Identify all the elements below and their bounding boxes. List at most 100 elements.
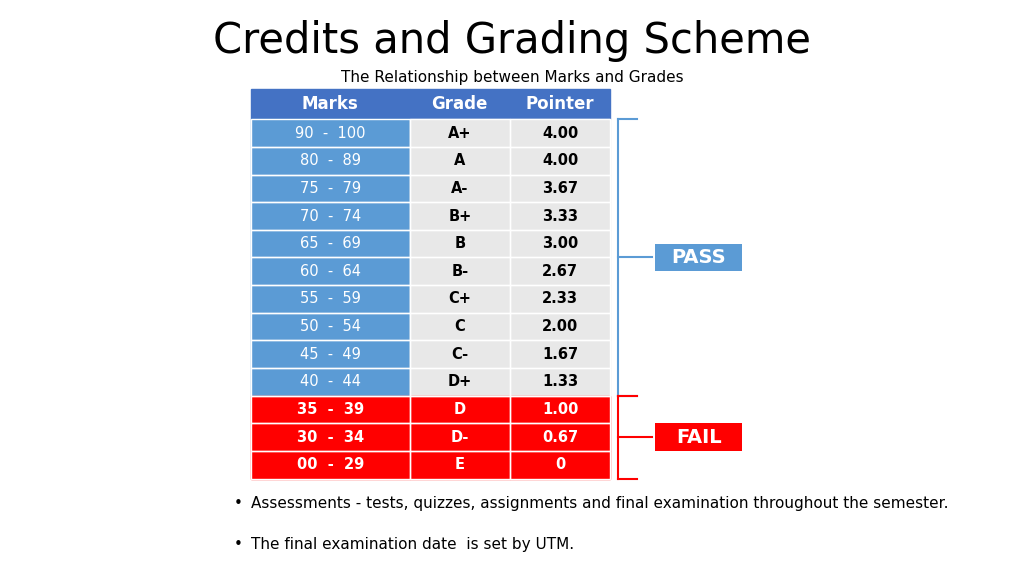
Bar	[251, 230, 410, 257]
Bar	[410, 175, 510, 202]
Bar	[410, 202, 510, 230]
Bar	[410, 313, 510, 340]
Text: PASS: PASS	[672, 248, 726, 267]
Text: 4.00: 4.00	[542, 153, 579, 168]
Bar	[510, 175, 610, 202]
Bar	[510, 451, 610, 479]
Bar	[510, 202, 610, 230]
Bar	[410, 119, 510, 147]
Bar	[410, 396, 510, 423]
Text: 55  -  59: 55 - 59	[300, 291, 360, 306]
Text: •: •	[233, 537, 243, 552]
Bar	[251, 147, 410, 175]
Text: 1.67: 1.67	[542, 347, 579, 362]
Bar	[251, 451, 410, 479]
Text: 00  -  29: 00 - 29	[297, 457, 364, 472]
Text: C-: C-	[452, 347, 468, 362]
Bar	[410, 89, 510, 119]
Text: 1.00: 1.00	[542, 402, 579, 417]
Text: 2.67: 2.67	[542, 264, 579, 279]
Bar	[251, 396, 410, 423]
Text: Credits and Grading Scheme: Credits and Grading Scheme	[213, 20, 811, 62]
Bar	[510, 147, 610, 175]
Text: 60  -  64: 60 - 64	[300, 264, 360, 279]
Text: C+: C+	[449, 291, 471, 306]
Text: 3.00: 3.00	[542, 236, 579, 251]
Text: B: B	[455, 236, 465, 251]
Bar	[510, 230, 610, 257]
Bar	[251, 257, 410, 285]
Bar	[410, 230, 510, 257]
Bar	[251, 285, 410, 313]
Bar	[251, 257, 410, 285]
Bar	[410, 202, 510, 230]
Text: •: •	[233, 496, 243, 511]
Text: 40  -  44: 40 - 44	[300, 374, 360, 389]
Text: D: D	[454, 402, 466, 417]
Bar	[251, 451, 410, 479]
Bar	[410, 423, 510, 451]
Bar	[410, 313, 510, 340]
Text: 3.67: 3.67	[542, 181, 579, 196]
Bar	[410, 340, 510, 368]
Bar	[410, 230, 510, 257]
Bar	[251, 119, 410, 147]
Text: B-: B-	[452, 264, 468, 279]
Bar	[510, 396, 610, 423]
Text: Pointer: Pointer	[525, 95, 595, 113]
Bar	[510, 313, 610, 340]
Bar	[251, 175, 410, 202]
Bar	[251, 423, 410, 451]
Bar	[510, 396, 610, 423]
Bar	[510, 257, 610, 285]
Text: A+: A+	[449, 126, 471, 141]
Text: 0.67: 0.67	[542, 430, 579, 445]
Bar	[251, 89, 410, 119]
Text: 3.33: 3.33	[542, 209, 579, 223]
Bar	[251, 368, 410, 396]
Text: 45  -  49: 45 - 49	[300, 347, 360, 362]
Bar	[251, 313, 410, 340]
Bar	[510, 368, 610, 396]
Text: D-: D-	[451, 430, 469, 445]
Bar	[510, 313, 610, 340]
FancyBboxPatch shape	[655, 244, 742, 271]
Text: 30  -  34: 30 - 34	[297, 430, 364, 445]
Bar	[410, 147, 510, 175]
Bar	[510, 285, 610, 313]
Bar	[510, 423, 610, 451]
Text: 80  -  89: 80 - 89	[300, 153, 360, 168]
Bar	[410, 175, 510, 202]
Text: 75  -  79: 75 - 79	[300, 181, 360, 196]
Text: FAIL: FAIL	[676, 428, 722, 446]
Text: 90  -  100: 90 - 100	[295, 126, 366, 141]
Bar	[510, 368, 610, 396]
Bar	[510, 175, 610, 202]
Text: Grade: Grade	[431, 95, 488, 113]
Bar	[410, 368, 510, 396]
Text: 0: 0	[555, 457, 565, 472]
Bar	[510, 257, 610, 285]
Bar	[410, 396, 510, 423]
Bar	[251, 340, 410, 368]
Text: A-: A-	[452, 181, 468, 196]
Bar	[251, 147, 410, 175]
Bar	[410, 340, 510, 368]
Bar	[510, 423, 610, 451]
Text: 4.00: 4.00	[542, 126, 579, 141]
Text: 1.33: 1.33	[542, 374, 579, 389]
Bar	[251, 202, 410, 230]
Bar	[251, 119, 410, 147]
Bar	[410, 368, 510, 396]
Bar	[510, 230, 610, 257]
Bar	[510, 340, 610, 368]
Bar	[410, 285, 510, 313]
Text: 2.33: 2.33	[542, 291, 579, 306]
Bar	[251, 202, 410, 230]
Text: E: E	[455, 457, 465, 472]
Text: 70  -  74: 70 - 74	[300, 209, 360, 223]
Text: 35  -  39: 35 - 39	[297, 402, 364, 417]
Bar	[510, 119, 610, 147]
Text: Marks: Marks	[302, 95, 358, 113]
Text: C: C	[455, 319, 465, 334]
